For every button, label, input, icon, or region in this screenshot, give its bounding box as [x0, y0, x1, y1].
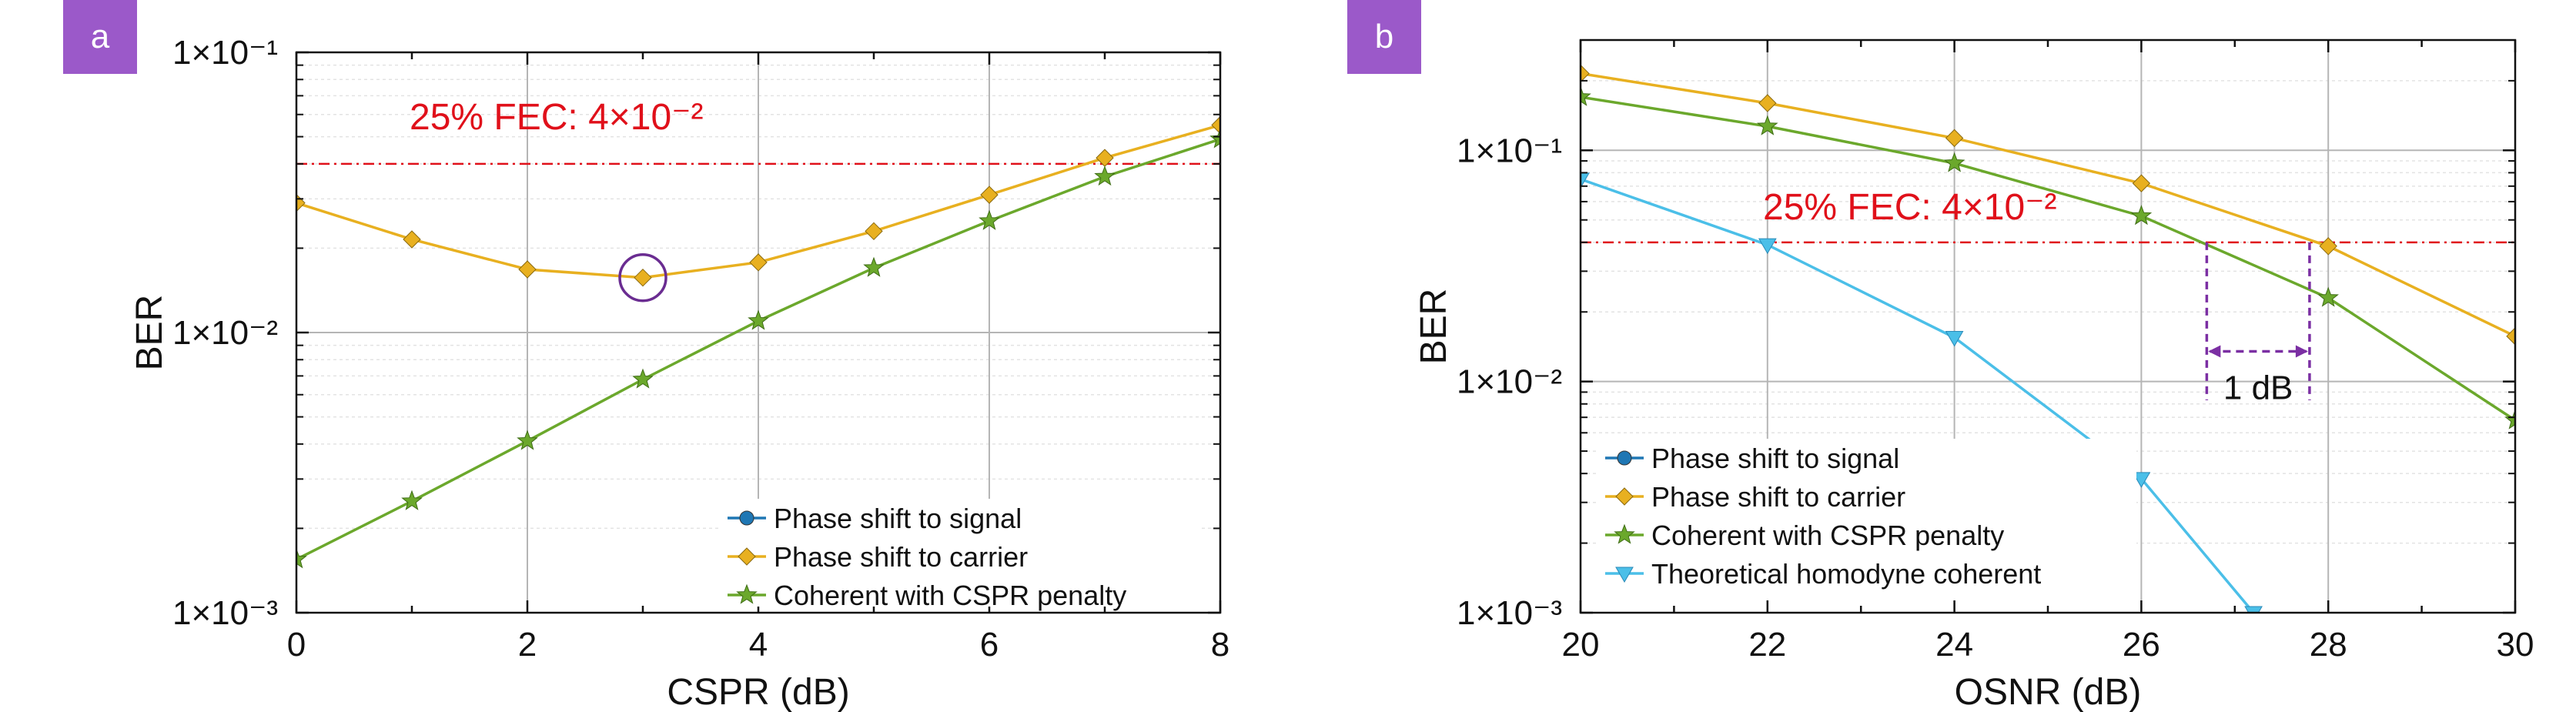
- panel-b-legend-label-carrier: Phase shift to carrier: [1651, 481, 1905, 513]
- panel-b-point-theory: [2244, 606, 2263, 613]
- panel-a-point-cspr: [517, 430, 538, 450]
- panel-a-legend-marker-carrier: [738, 547, 756, 566]
- panel-b-annot-label: 1 dB: [2223, 369, 2293, 407]
- panel-a-point-carrier: [1211, 115, 1220, 135]
- panel-b-point-carrier: [2319, 237, 2337, 256]
- panel-a-badge-label: a: [91, 18, 110, 55]
- panel-a-legend-label-carrier: Phase shift to carrier: [774, 541, 1028, 573]
- panel-b-point-cspr: [2504, 409, 2515, 430]
- panel-a-series: [296, 115, 1220, 569]
- panel-b-point-carrier: [1581, 64, 1590, 83]
- panel-a-point-carrier: [980, 186, 999, 204]
- panel-a-legend-marker-cspr: [736, 583, 758, 604]
- panel-a-badge: [63, 0, 137, 74]
- panel-b-x-tick-label: 28: [2310, 626, 2347, 664]
- panel-a-legend-label-cspr: Coherent with CSPR penalty: [774, 580, 1126, 611]
- panel-b-point-cspr: [1581, 85, 1591, 106]
- panel-a-point-carrier: [518, 260, 537, 279]
- panel-a-point-cspr: [979, 209, 1000, 230]
- panel-b-x-tick-label: 20: [1562, 626, 1600, 664]
- panel-b-x-tick-label: 24: [1935, 626, 1973, 664]
- panel-b-point-cspr: [1943, 152, 1965, 172]
- panel-a-point-cspr: [401, 490, 423, 510]
- panel-a-highlight-circle: [618, 252, 667, 303]
- panel-b-legend-label-signal: Phase shift to signal: [1651, 443, 1899, 474]
- panel-b-series: [1581, 64, 2515, 613]
- panel-b-legend-label-theory: Theoretical homodyne coherent: [1651, 558, 2041, 590]
- panel-a-point-cspr: [632, 368, 654, 389]
- panel-a-x-tick-label: 2: [518, 626, 537, 664]
- panel-b-annot-arrowhead-left: [2208, 345, 2221, 358]
- panel-a-point-carrier: [865, 222, 883, 241]
- panel-a-point-carrier: [634, 268, 652, 287]
- panel-a-legend-box: [720, 499, 1201, 607]
- panel-a-y-tick-label: 1×10⁻²: [172, 314, 278, 352]
- panel-b-point-carrier: [2132, 174, 2151, 192]
- panel-b-point-theory: [2132, 472, 2151, 488]
- panel-b-legend-label-cspr: Coherent with CSPR penalty: [1651, 520, 2004, 551]
- panel-b-x-tick-label: 22: [1748, 626, 1786, 664]
- panel-b-annot-arrowhead-right: [2295, 345, 2308, 358]
- panel-b-fec-label: 25% FEC: 4×10⁻²: [1763, 187, 2057, 228]
- panel-b-legend-box: [1597, 439, 2136, 600]
- panel-a-point-cspr: [748, 309, 769, 330]
- panel-b-point-theory: [1581, 172, 1590, 189]
- panel-a-x-tick-label: 4: [749, 626, 768, 664]
- panel-b-x-tick-label: 30: [2497, 626, 2534, 664]
- panel-a-legend-marker-signal: [739, 510, 754, 526]
- panel-a-y-axis-label: BER: [129, 295, 170, 371]
- panel-b-badge: [1347, 0, 1421, 74]
- panel-a-point-cspr: [1094, 165, 1116, 186]
- panel-b-point-carrier: [1945, 129, 1964, 148]
- panel-b-legend-marker-signal: [1617, 450, 1632, 466]
- panel-b-y-axis-label: BER: [1413, 289, 1454, 365]
- panel-a-fec-label: 25% FEC: 4×10⁻²: [410, 97, 704, 138]
- panel-a-plot: 25% FEC: 4×10⁻² 0 2 4 6 8 1×10⁻³ 1×10⁻² 1×10⁻¹ CS…: [129, 34, 1229, 712]
- panel-b-y-tick-label: 1×10⁻²: [1457, 363, 1562, 401]
- panel-a-legend: Phase shift to signal Phase shift to carr…: [720, 499, 1201, 611]
- panel-b-legend: Phase shift to signal Phase shift to carr…: [1597, 439, 2136, 600]
- panel-a-point-cspr: [1209, 128, 1220, 149]
- panel-b-point-carrier: [1758, 94, 1777, 112]
- panel-b-badge-label: b: [1375, 18, 1393, 55]
- panel-b-legend-marker-cspr: [1614, 523, 1635, 544]
- panel-b-ticks: [1579, 40, 2517, 614]
- panel-a-y-tick-label: 1×10⁻¹: [172, 34, 278, 72]
- panel-a-x-tick-label: 8: [1211, 626, 1229, 664]
- panel-b-point-carrier: [2506, 327, 2515, 346]
- panel-a: a 25% FEC: 4×10⁻² 0 2 4 6 8 1×10⁻³ 1×10⁻² 1×10⁻¹…: [63, 0, 1229, 712]
- panel-b-y-tick-label: 1×10⁻¹: [1457, 132, 1562, 169]
- panel-b-x-tick-label: 26: [2123, 626, 2160, 664]
- panel-a-point-carrier: [749, 253, 768, 272]
- panel-a-x-tick-label: 0: [287, 626, 306, 664]
- panel-a-x-tick-label: 6: [980, 626, 999, 664]
- panel-a-y-tick-label: 1×10⁻³: [172, 594, 278, 632]
- panel-b-line-carrier: [1581, 72, 2515, 338]
- panel-b-point-cspr: [1757, 115, 1778, 135]
- panel-a-point-cspr: [863, 256, 885, 277]
- panel-b-plot: 25% FEC: 4×10⁻² 1 dB 20 22 24 26 28 30 1×10⁻³ 1×1…: [1413, 38, 2534, 712]
- panel-b-point-cspr: [2130, 205, 2153, 226]
- panel-a-point-carrier: [403, 230, 421, 249]
- panel-a-x-axis-label: CSPR (dB): [667, 672, 849, 712]
- panel-a-point-cspr: [296, 548, 307, 569]
- panel-b-y-tick-label: 1×10⁻³: [1457, 594, 1562, 632]
- panel-b-legend-marker-carrier: [1615, 487, 1634, 506]
- panel-a-ticks: [295, 51, 1222, 614]
- panel-b-x-axis-label: OSNR (dB): [1955, 672, 2142, 712]
- panel-b-point-cspr: [2317, 286, 2339, 307]
- panel-b-point-theory: [1758, 238, 1777, 255]
- panel-a-legend-label-signal: Phase shift to signal: [774, 503, 1022, 534]
- panel-b-point-theory: [1945, 330, 1964, 347]
- panel-b: b 25% FEC: 4×10⁻² 1 dB 20 22 24 26 28 30 1×10⁻³ 1…: [1347, 0, 2534, 712]
- panel-b-line-cspr: [1581, 95, 2515, 422]
- panel-b-legend-marker-theory: [1615, 567, 1634, 583]
